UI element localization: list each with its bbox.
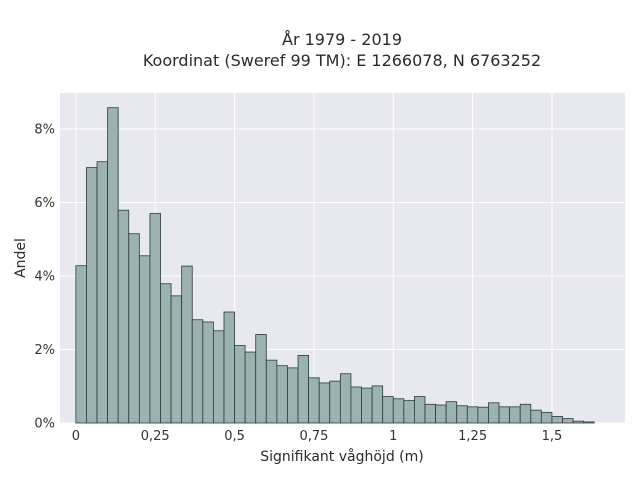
histogram-bar <box>138 255 151 424</box>
histogram-bar <box>96 161 109 424</box>
histogram-bar <box>308 377 320 424</box>
histogram-bar <box>392 398 405 424</box>
histogram-bar <box>287 367 299 424</box>
histogram-bar <box>234 345 246 424</box>
histogram-bar <box>456 405 468 424</box>
y-tick-label: 8% <box>34 123 55 138</box>
histogram-bar <box>562 418 574 424</box>
histogram-bar <box>583 421 595 424</box>
histogram-bar <box>202 321 214 424</box>
histogram-bar <box>435 404 447 424</box>
histogram-bar <box>572 420 585 424</box>
y-axis-ticks: 0% 2% 4% 6% 8% <box>34 123 55 432</box>
x-tick-label: 1,5 <box>542 429 563 444</box>
chart-subtitle: Koordinat (Sweref 99 TM): E 1266078, N 6… <box>143 51 541 70</box>
histogram-bars <box>75 107 595 424</box>
histogram-bar <box>551 415 563 424</box>
histogram-bar <box>181 265 193 424</box>
histogram-bar <box>170 295 183 424</box>
histogram-bar <box>361 387 373 424</box>
x-tick-label: 0,5 <box>224 429 245 444</box>
histogram-bar <box>350 386 362 424</box>
histogram-bar <box>223 311 235 424</box>
histogram-bar <box>86 167 98 424</box>
histogram-bar <box>318 382 331 424</box>
histogram-bar <box>498 406 511 424</box>
histogram-bar <box>414 396 426 424</box>
histogram-bar <box>530 409 542 424</box>
histogram-bar <box>213 330 225 424</box>
histogram-bar <box>509 406 521 424</box>
histogram-bar <box>265 359 278 424</box>
x-tick-label: 0 <box>72 429 80 444</box>
histogram-bar <box>117 209 130 424</box>
histogram-bar <box>191 319 204 424</box>
chart-title: År 1979 - 2019 <box>282 30 402 49</box>
histogram-bar <box>276 365 288 424</box>
histogram-bar <box>297 354 310 424</box>
y-axis-label: Andel <box>13 238 29 278</box>
histogram-bar <box>244 351 257 424</box>
histogram-bar <box>339 373 352 424</box>
histogram-bar <box>382 396 394 424</box>
histogram-bar <box>424 403 436 424</box>
histogram-bar <box>329 380 341 424</box>
y-tick-label: 6% <box>34 196 55 211</box>
x-axis-label: Signifikant våghöjd (m) <box>260 448 423 465</box>
histogram-bar <box>371 385 384 424</box>
histogram-bar <box>466 406 479 424</box>
x-tick-label: 1 <box>389 429 397 444</box>
x-tick-label: 1,25 <box>458 429 487 444</box>
x-tick-label: 0,75 <box>299 429 328 444</box>
x-axis-ticks: 0 0,25 0,5 0,75 1 1,25 1,5 <box>72 429 563 444</box>
histogram-bar <box>519 403 532 424</box>
histogram-bar <box>540 411 553 424</box>
histogram-bar <box>255 334 267 424</box>
histogram-bar <box>128 233 140 424</box>
histogram-bar <box>477 406 489 424</box>
y-tick-label: 2% <box>34 343 55 358</box>
histogram-bar <box>75 265 87 424</box>
histogram-bar <box>160 283 172 424</box>
histogram-bar <box>149 213 161 424</box>
histogram-bar <box>445 401 458 424</box>
x-tick-label: 0,25 <box>141 429 170 444</box>
histogram-bar <box>107 107 119 424</box>
histogram-bar <box>403 400 415 424</box>
y-tick-label: 4% <box>34 270 55 285</box>
histogram-bar <box>488 402 500 424</box>
y-tick-label: 0% <box>34 417 55 432</box>
